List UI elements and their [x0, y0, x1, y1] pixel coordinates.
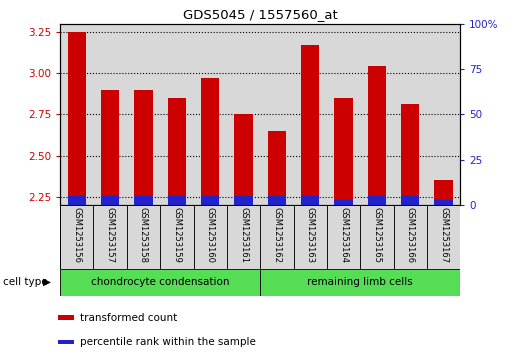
Bar — [168, 196, 186, 205]
Bar — [67, 196, 86, 205]
Bar — [327, 205, 360, 269]
Bar — [58, 315, 74, 320]
Bar — [360, 205, 393, 269]
Text: GSM1253166: GSM1253166 — [406, 207, 415, 263]
Bar — [368, 196, 386, 205]
Bar — [368, 66, 386, 205]
Bar — [168, 98, 186, 205]
Bar — [101, 196, 119, 205]
Bar — [134, 90, 153, 205]
Bar — [301, 196, 320, 205]
Bar — [60, 269, 260, 296]
Bar — [201, 196, 219, 205]
Bar — [435, 200, 453, 205]
Text: cell type: cell type — [3, 277, 47, 287]
Bar — [334, 200, 353, 205]
Text: percentile rank within the sample: percentile rank within the sample — [81, 337, 256, 347]
Text: GSM1253156: GSM1253156 — [72, 207, 81, 263]
Bar — [160, 205, 194, 269]
Bar — [427, 205, 460, 269]
Bar — [101, 90, 119, 205]
Bar — [260, 205, 293, 269]
Bar — [401, 196, 419, 205]
Text: GSM1253161: GSM1253161 — [239, 207, 248, 263]
Bar — [127, 205, 160, 269]
Text: GSM1253157: GSM1253157 — [106, 207, 115, 263]
Title: GDS5045 / 1557560_at: GDS5045 / 1557560_at — [183, 8, 337, 21]
Bar — [268, 131, 286, 205]
Bar — [268, 196, 286, 205]
Text: GSM1253163: GSM1253163 — [306, 207, 315, 263]
Bar — [227, 205, 260, 269]
Bar — [394, 205, 427, 269]
Bar — [234, 114, 253, 205]
Bar — [94, 205, 127, 269]
Text: remaining limb cells: remaining limb cells — [308, 277, 413, 287]
Text: chondrocyte condensation: chondrocyte condensation — [91, 277, 230, 287]
Text: GSM1253158: GSM1253158 — [139, 207, 148, 263]
Text: GSM1253165: GSM1253165 — [372, 207, 381, 263]
Bar — [260, 269, 460, 296]
Bar — [60, 205, 94, 269]
Text: GSM1253160: GSM1253160 — [206, 207, 214, 263]
Bar — [301, 45, 320, 205]
Bar — [58, 340, 74, 344]
Bar — [293, 205, 327, 269]
Text: transformed count: transformed count — [81, 313, 178, 323]
Text: GSM1253162: GSM1253162 — [272, 207, 281, 263]
Bar — [194, 205, 227, 269]
Bar — [334, 98, 353, 205]
Text: GSM1253167: GSM1253167 — [439, 207, 448, 263]
Text: ▶: ▶ — [43, 277, 51, 287]
Bar — [234, 196, 253, 205]
Bar — [67, 32, 86, 205]
Bar — [401, 105, 419, 205]
Text: GSM1253164: GSM1253164 — [339, 207, 348, 263]
Bar — [134, 196, 153, 205]
Bar — [435, 180, 453, 205]
Bar — [201, 78, 219, 205]
Text: GSM1253159: GSM1253159 — [173, 207, 181, 263]
